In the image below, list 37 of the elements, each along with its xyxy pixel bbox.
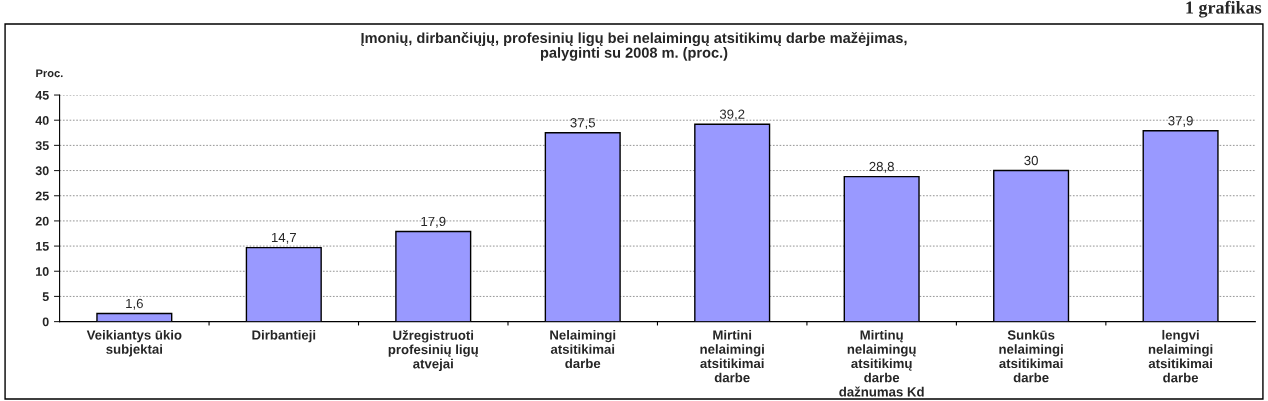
data-label: 14,7	[271, 233, 296, 244]
bar	[694, 123, 771, 322]
data-label: 37,5	[570, 118, 596, 129]
x-tick-label: Užregistruoti profesinių ligų atvejai	[388, 329, 478, 372]
x-tick-label: lengvi nelaimingi atsitikimai darbe	[1148, 329, 1213, 383]
bar	[843, 175, 920, 322]
x-tick-label: Nelaimingi atsitikimai darbe	[550, 329, 616, 369]
data-label: 39,2	[719, 109, 745, 121]
y-tick-label: 45	[35, 90, 49, 100]
chart-title: Įmonių, dirbančiųjų, profesinių ligų bei nelaimingų atsitikimų darbe mažėjimas, palyginti su 2008 m. (proc.)	[361, 32, 907, 61]
text: 1 grafikas	[1186, 0, 1262, 18]
y-axis-title: Proc.	[36, 69, 63, 78]
y-tick-label: 5	[42, 292, 49, 302]
x-tick-label: Dirbantieji	[252, 329, 316, 343]
y-tick-label: 15	[36, 242, 49, 251]
bar	[544, 132, 621, 322]
y-tick-label: 20	[35, 216, 49, 226]
y-tick-label: 35	[35, 141, 49, 151]
data-label: 28,8	[869, 161, 894, 173]
bar	[96, 312, 173, 322]
bar	[245, 246, 322, 322]
bar	[993, 169, 1070, 322]
bar	[1142, 130, 1219, 322]
y-tick-label: 40	[35, 116, 49, 125]
data-label: 30	[1024, 155, 1038, 166]
y-tick-label: 10	[36, 267, 49, 276]
x-tick-label: Sunkūs nelaimingi atsitikimai darbe	[999, 329, 1063, 383]
y-tick-label: 30	[35, 166, 49, 176]
x-tick-label: Veikiantys ūkio subjektai	[86, 329, 182, 357]
data-label: 37,9	[1168, 116, 1193, 127]
y-tick-label: 0	[42, 317, 49, 327]
bar	[395, 230, 472, 322]
y-tick-label: 25	[35, 191, 49, 201]
x-tick-label: Mirtini nelaimingi atsitikimai darbe	[700, 329, 764, 383]
x-tick-label: Mirtinų nelaimingų atsitikimų darbe dažnumas Kd	[839, 329, 924, 397]
data-label: 17,9	[421, 216, 446, 228]
data-label: 1,6	[126, 298, 143, 310]
